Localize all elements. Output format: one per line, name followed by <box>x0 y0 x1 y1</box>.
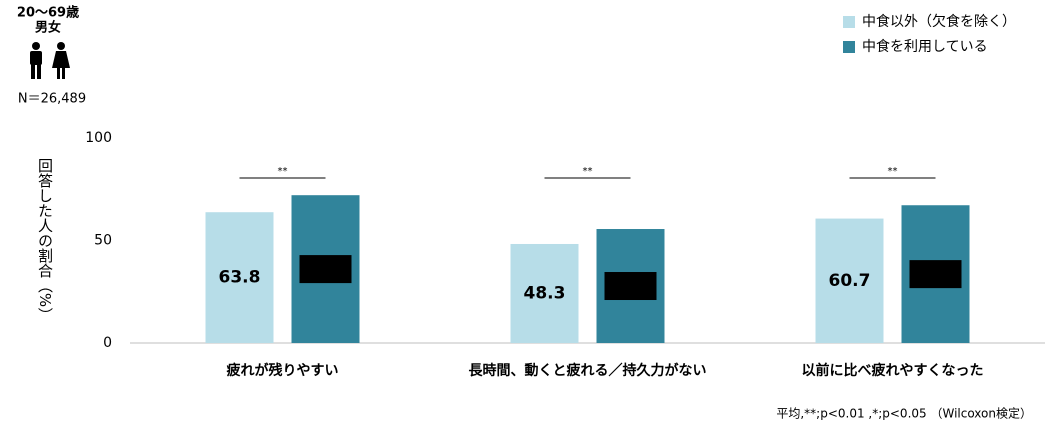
legend-swatch <box>843 41 855 53</box>
gender-label: 男女 <box>35 20 61 36</box>
significance-label: ** <box>583 166 593 177</box>
significance-label: ** <box>888 166 898 177</box>
bar <box>815 218 884 343</box>
value-label-box <box>299 255 352 284</box>
value-label-box <box>604 272 657 301</box>
value-label: 67.2 <box>915 264 957 284</box>
legend-label: 中食以外（欠食を除く） <box>862 13 1016 30</box>
y-axis-title: 回答した人の割合（%） <box>36 158 54 322</box>
sample-size: N＝26,489 <box>18 92 86 107</box>
age-label: 20～69歳 <box>17 5 79 21</box>
x-tick-label: 長時間、動くと疲れる／持久力がない <box>469 362 707 379</box>
value-label: 55.6 <box>610 276 652 296</box>
legend-label: 中食を利用している <box>862 38 988 55</box>
y-tick-label: 100 <box>85 130 112 146</box>
value-label-box <box>909 260 962 289</box>
y-tick-label: 50 <box>94 233 112 249</box>
value-label: 63.8 <box>219 268 261 288</box>
legend-swatch <box>843 16 855 28</box>
x-tick-label: 疲れが残りやすい <box>227 362 339 379</box>
value-label: 48.3 <box>524 283 566 303</box>
value-label: 72.1 <box>305 259 347 279</box>
footnote: 平均,**;p<0.01 ,*;p<0.05 （Wilcoxon検定） <box>776 406 1032 421</box>
bar <box>510 243 579 343</box>
y-tick-label: 0 <box>103 335 112 351</box>
bar <box>205 212 274 343</box>
value-label: 60.7 <box>829 271 871 291</box>
x-tick-label: 以前に比べ疲れやすくなった <box>802 362 984 379</box>
person-icons <box>30 42 70 79</box>
significance-label: ** <box>278 166 288 177</box>
